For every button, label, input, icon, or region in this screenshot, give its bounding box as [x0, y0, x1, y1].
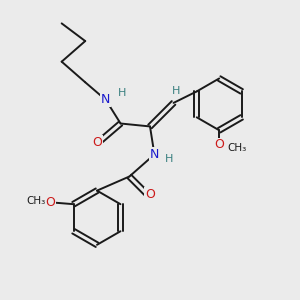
- Text: O: O: [46, 196, 56, 209]
- Text: O: O: [145, 188, 155, 201]
- Text: O: O: [92, 136, 102, 149]
- Text: N: N: [101, 93, 110, 106]
- Text: H: H: [118, 88, 126, 98]
- Text: CH₃: CH₃: [26, 196, 46, 206]
- Text: N: N: [150, 148, 159, 161]
- Text: O: O: [214, 139, 224, 152]
- Text: H: H: [172, 85, 181, 95]
- Text: CH₃: CH₃: [227, 143, 247, 153]
- Text: H: H: [165, 154, 173, 164]
